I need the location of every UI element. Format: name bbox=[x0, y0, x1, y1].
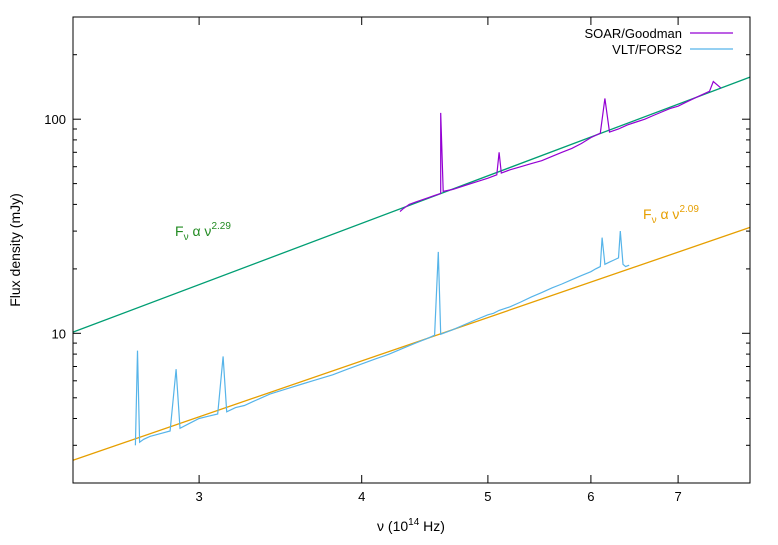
fit-line-2 bbox=[72, 226, 751, 461]
y-tick-label: 10 bbox=[52, 326, 66, 341]
y-axis-label: Flux density (mJy) bbox=[7, 193, 23, 307]
axis-ticks: 3 4 5 6 7 10 100 bbox=[44, 16, 750, 504]
fit-lines bbox=[72, 76, 751, 461]
series-lines bbox=[134, 80, 722, 446]
x-tick-label: 7 bbox=[674, 489, 681, 504]
fit-labels: Fν α ν2.29 Fν α ν2.09 bbox=[175, 204, 699, 243]
series-line-2 bbox=[134, 231, 630, 446]
fit-line-1 bbox=[72, 76, 751, 333]
legend-label-1: SOAR/Goodman bbox=[584, 26, 682, 41]
x-tick-label: 6 bbox=[587, 489, 594, 504]
x-tick-label: 5 bbox=[484, 489, 491, 504]
fit-label-1: Fν α ν2.29 bbox=[175, 221, 231, 243]
plot-frame bbox=[72, 16, 751, 484]
x-tick-label: 3 bbox=[195, 489, 202, 504]
y-tick-label: 100 bbox=[44, 112, 66, 127]
series-line-1 bbox=[399, 80, 722, 213]
x-axis-label: ν (1014 Hz) bbox=[377, 517, 445, 534]
fit-label-2: Fν α ν2.09 bbox=[643, 204, 699, 226]
x-tick-label: 4 bbox=[358, 489, 365, 504]
legend-label-2: VLT/FORS2 bbox=[612, 42, 682, 57]
